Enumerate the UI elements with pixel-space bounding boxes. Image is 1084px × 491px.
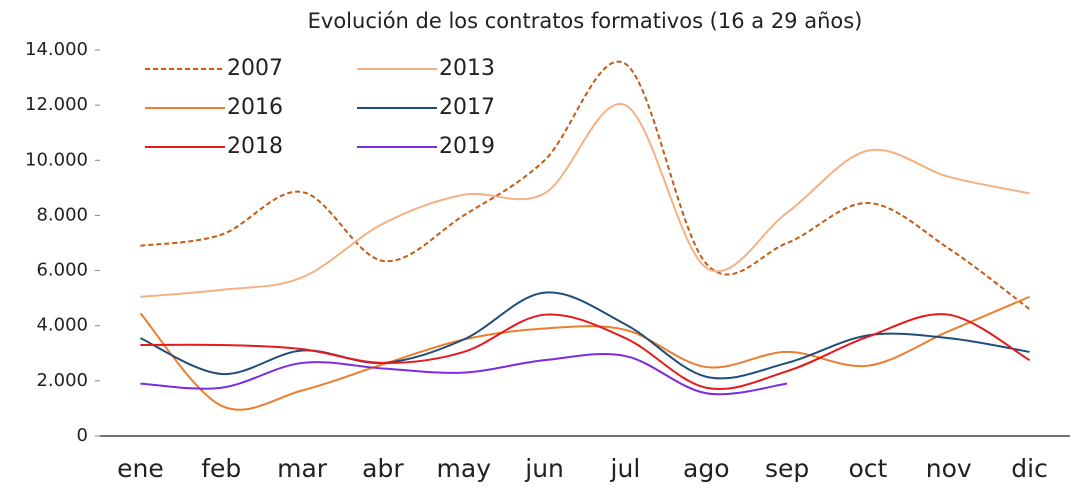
chart-title: Evolución de los contratos formativos (1… [308,9,863,33]
x-tick-label: feb [201,454,241,483]
series-line [140,352,788,396]
x-tick-label: may [437,454,492,483]
series-line [140,313,1031,390]
series-line [140,102,1030,298]
legend-label: 2007 [227,56,283,81]
y-tick-label: 4.000 [36,315,88,336]
x-tick-label: ago [683,454,729,483]
legend-label: 2013 [439,56,495,81]
y-tick-label: 6.000 [36,260,88,281]
x-tick-label: nov [926,454,972,483]
x-tick-label: sep [765,454,809,483]
legend-label: 2016 [227,95,283,120]
x-tick-label: ene [117,454,164,483]
y-tick-label: 12.000 [25,94,88,115]
series-line [140,60,1031,310]
x-tick-label: abr [362,454,404,483]
x-tick-label: jul [610,454,641,483]
legend-label: 2017 [439,95,495,120]
legend-label: 2018 [227,134,283,159]
series-line [139,295,1030,411]
y-tick-label: 2.000 [36,370,88,391]
legend-label: 2019 [439,134,495,159]
y-tick-label: 10.000 [25,149,88,170]
y-tick-label: 14.000 [25,39,88,60]
x-tick-label: dic [1011,454,1048,483]
x-tick-label: mar [277,454,328,483]
x-tick-label: jun [524,454,564,483]
y-tick-label: 0 [77,425,88,446]
series-line [140,291,1030,380]
y-tick-label: 8.000 [36,204,88,225]
x-tick-label: oct [848,454,887,483]
